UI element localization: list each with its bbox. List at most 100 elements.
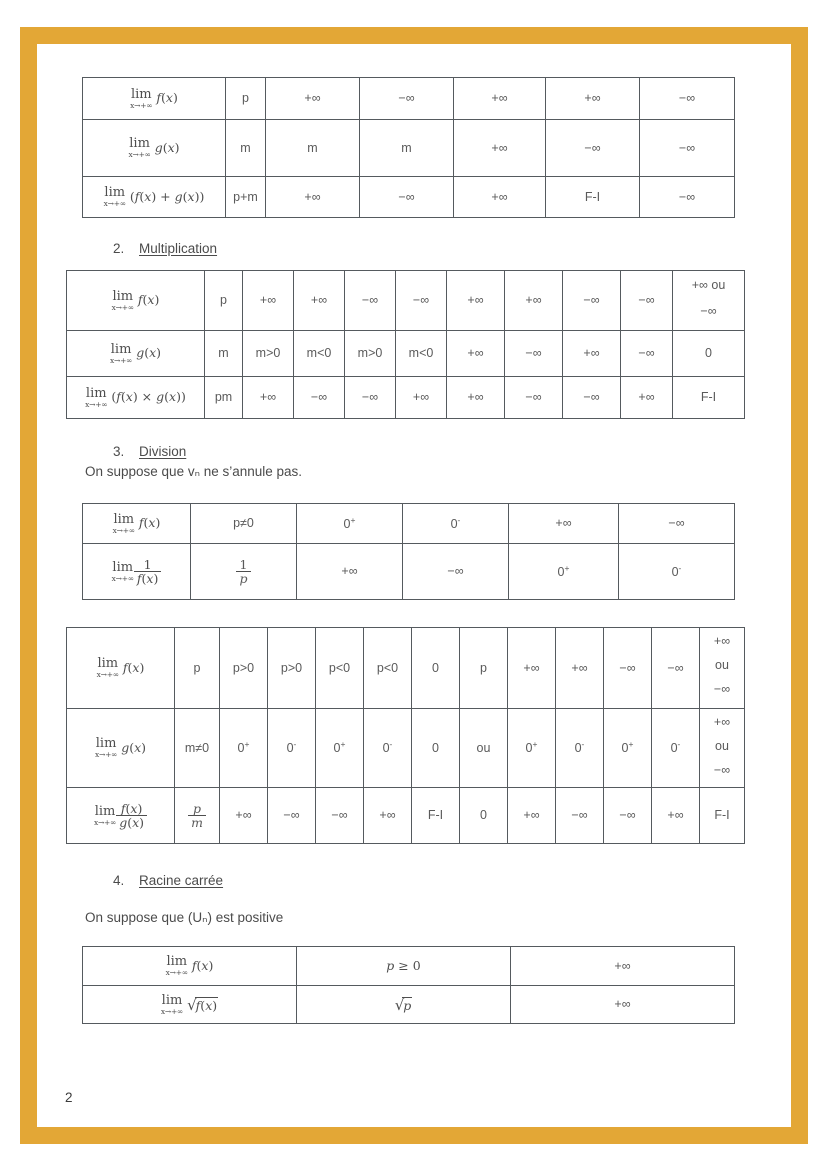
cell: m>0 bbox=[242, 329, 294, 377]
racine-table: lim x→+∞ f(x) p ≥ 0 +∞ lim x→+∞ √f(x) √p +… bbox=[82, 946, 735, 1025]
table-row: lim x→+∞ g(x) m m m +∞ −∞ −∞ bbox=[82, 119, 735, 177]
cell: p>0 bbox=[219, 627, 268, 710]
cell: −∞ bbox=[504, 375, 563, 419]
cell: −∞ bbox=[267, 787, 316, 845]
cell: +∞ bbox=[453, 119, 546, 177]
cell: +∞ bbox=[363, 787, 412, 845]
quotient-limit-table: lim x→+∞ f(x) p p>0 p>0 p<0 p<0 0 p +∞ +∞… bbox=[66, 627, 745, 845]
cell: 0 bbox=[411, 627, 460, 710]
spacer bbox=[65, 419, 763, 443]
row-label-lim-sqrt-f: lim x→+∞ √f(x) bbox=[82, 985, 297, 1025]
cell: +∞ bbox=[504, 269, 563, 331]
cell: ou bbox=[459, 708, 508, 789]
row-label-lim-f: lim x→+∞ f(x) bbox=[82, 503, 191, 545]
inverse-limit-table: lim x→+∞ f(x) p≠0 0+ 0- +∞ −∞ lim x→+∞ 1 f(x… bbox=[82, 503, 735, 601]
cell: 0- bbox=[363, 708, 412, 789]
document-content: lim x→+∞ f(x) p +∞ −∞ +∞ +∞ −∞ lim x→+∞ g(… bbox=[37, 44, 791, 1127]
spacer bbox=[65, 482, 763, 503]
row-label-lim-g: lim x→+∞ g(x) bbox=[66, 708, 175, 789]
cell: 0+ bbox=[296, 503, 403, 545]
table-row: lim x→+∞ √f(x) √p +∞ bbox=[82, 985, 735, 1025]
cell: 0+ bbox=[603, 708, 652, 789]
cell: +∞ bbox=[242, 269, 294, 331]
cell: pm bbox=[204, 375, 243, 419]
spacer bbox=[65, 928, 763, 946]
cell: +∞ bbox=[651, 787, 700, 845]
cell: −∞ bbox=[359, 176, 454, 218]
racine-note: On suppose que (Uₙ) est positive bbox=[85, 909, 284, 925]
cell: p ≥ 0 bbox=[296, 946, 511, 987]
cell: m>0 bbox=[344, 329, 396, 377]
cell: −∞ bbox=[639, 77, 735, 120]
heading-title: Division bbox=[139, 443, 187, 459]
cell: −∞ bbox=[618, 503, 735, 545]
cell: −∞ bbox=[562, 269, 621, 331]
cell: −∞ bbox=[293, 375, 345, 419]
cell: p≠0 bbox=[190, 503, 297, 545]
cell: p>0 bbox=[267, 627, 316, 710]
cell: p bbox=[459, 627, 508, 710]
cell: +∞ bbox=[562, 329, 621, 377]
spacer bbox=[65, 844, 763, 872]
row-label-lim-inverse-f: lim x→+∞ 1 f(x) bbox=[82, 543, 191, 601]
cell: m<0 bbox=[395, 329, 447, 377]
cell: m bbox=[359, 119, 454, 177]
spacer bbox=[65, 891, 763, 908]
cell: +∞ ou −∞ bbox=[699, 627, 745, 710]
heading-racine-carree: 4. Racine carrée bbox=[65, 872, 763, 891]
cell: −∞ bbox=[344, 269, 396, 331]
cell: −∞ bbox=[620, 269, 673, 331]
cell: p bbox=[225, 77, 266, 120]
cell: −∞ bbox=[395, 269, 447, 331]
cell: m≠0 bbox=[174, 708, 220, 789]
table-row: lim x→+∞ f(x) p +∞ −∞ +∞ +∞ −∞ bbox=[82, 77, 735, 120]
cell: F-I bbox=[699, 787, 745, 845]
cell: −∞ bbox=[639, 176, 735, 218]
spacer bbox=[65, 600, 763, 627]
cell: −∞ bbox=[603, 787, 652, 845]
cell: +∞ bbox=[242, 375, 294, 419]
row-label-lim-g: lim x→+∞ g(x) bbox=[82, 119, 226, 177]
cell: p bbox=[204, 269, 243, 331]
cell: 0- bbox=[618, 543, 735, 601]
table-row: lim x→+∞ (f(x) × g(x)) pm +∞ −∞ −∞ +∞ +∞ … bbox=[66, 375, 745, 419]
cell: m bbox=[225, 119, 266, 177]
row-label-lim-f-over-g: lim x→+∞ f(x) g(x) bbox=[66, 787, 175, 845]
cell: 0+ bbox=[507, 708, 556, 789]
cell: −∞ bbox=[344, 375, 396, 419]
cell: −∞ bbox=[651, 627, 700, 710]
cell: +∞ bbox=[219, 787, 268, 845]
cell: m bbox=[204, 329, 243, 377]
cell: +∞ bbox=[508, 503, 619, 545]
cell: +∞ bbox=[510, 985, 735, 1025]
addition-table: lim x→+∞ f(x) p +∞ −∞ +∞ +∞ −∞ lim x→+∞ g(… bbox=[82, 77, 735, 218]
cell: +∞ bbox=[395, 375, 447, 419]
cell: 0+ bbox=[508, 543, 619, 601]
row-label-lim-f: lim x→+∞ f(x) bbox=[82, 946, 297, 987]
cell: −∞ bbox=[359, 77, 454, 120]
cell: −∞ bbox=[620, 329, 673, 377]
cell: −∞ bbox=[639, 119, 735, 177]
cell: p bbox=[174, 627, 220, 710]
table-row: lim x→+∞ f(x) p p>0 p>0 p<0 p<0 0 p +∞ +∞… bbox=[66, 627, 745, 710]
cell: p<0 bbox=[315, 627, 364, 710]
heading-number: 3. bbox=[113, 443, 125, 459]
cell: −∞ bbox=[562, 375, 621, 419]
cell: p+m bbox=[225, 176, 266, 218]
cell: −∞ bbox=[555, 787, 604, 845]
cell: +∞ bbox=[265, 176, 360, 218]
row-label-lim-g: lim x→+∞ g(x) bbox=[66, 329, 205, 377]
cell: 0 bbox=[672, 329, 745, 377]
cell: +∞ bbox=[507, 787, 556, 845]
cell: +∞ bbox=[620, 375, 673, 419]
heading-number: 2. bbox=[113, 241, 125, 256]
cell: √p bbox=[296, 985, 511, 1025]
cell: 0 bbox=[459, 787, 508, 845]
cell: +∞ bbox=[555, 627, 604, 710]
multiplication-table: lim x→+∞ f(x) p +∞ +∞ −∞ −∞ +∞ +∞ −∞ −∞ +… bbox=[66, 269, 745, 419]
cell: +∞ bbox=[545, 77, 640, 120]
table-row: lim x→+∞ f(x) p +∞ +∞ −∞ −∞ +∞ +∞ −∞ −∞ +… bbox=[66, 269, 745, 331]
